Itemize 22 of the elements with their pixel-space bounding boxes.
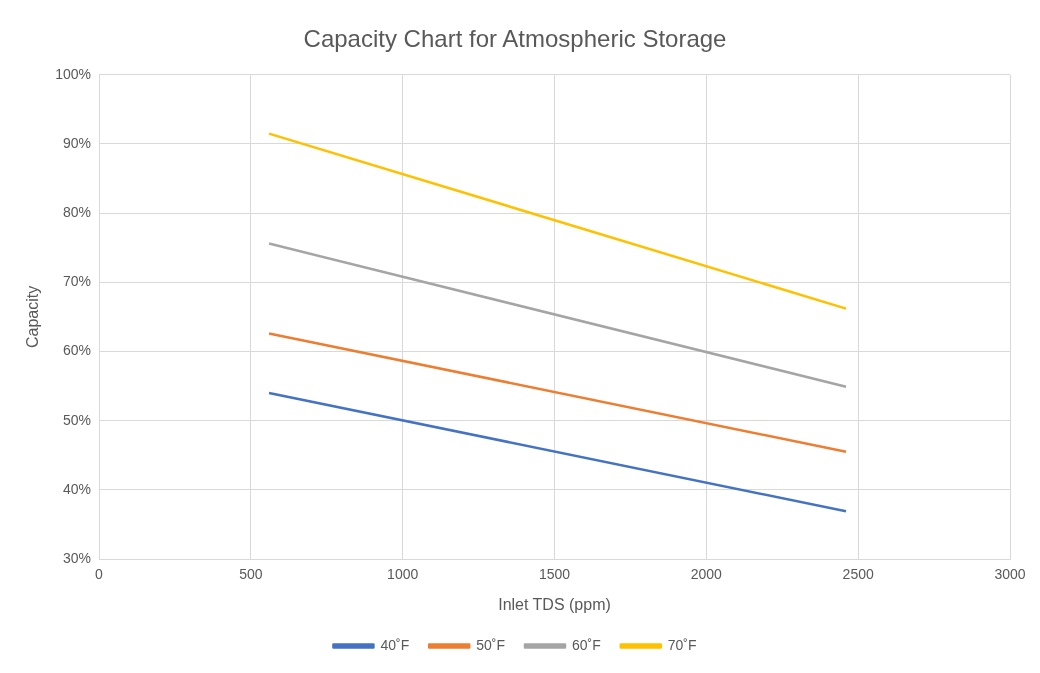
y-axis-title: Capacity (24, 285, 42, 349)
legend-label: 50˚F (476, 636, 506, 653)
y-tick-label: 70% (62, 273, 92, 290)
y-tick-label: 40% (62, 480, 92, 497)
legend-label: 70˚F (667, 636, 697, 653)
y-tick-label: 90% (62, 134, 92, 151)
legend-label: 40˚F (380, 636, 410, 653)
legend-label: 60˚F (572, 636, 601, 653)
chart-title: Capacity Chart for Atmospheric Storage (303, 25, 727, 53)
y-tick-label: 60% (62, 342, 92, 359)
x-tick-label: 2000 (690, 566, 723, 583)
x-tick-label: 1500 (538, 566, 571, 583)
y-tick-label: 50% (62, 411, 92, 428)
y-tick-label: 80% (62, 204, 92, 220)
x-tick-label: 500 (239, 566, 263, 583)
x-tick-label: 0 (95, 566, 104, 583)
x-tick-label: 1000 (387, 566, 419, 583)
x-tick-label: 2500 (842, 566, 874, 583)
y-tick-label: 30% (62, 549, 92, 566)
x-tick-label: 3000 (994, 566, 1026, 583)
y-tick-label: 100% (55, 65, 92, 82)
x-axis-title: Inlet TDS (ppm) (498, 595, 611, 613)
